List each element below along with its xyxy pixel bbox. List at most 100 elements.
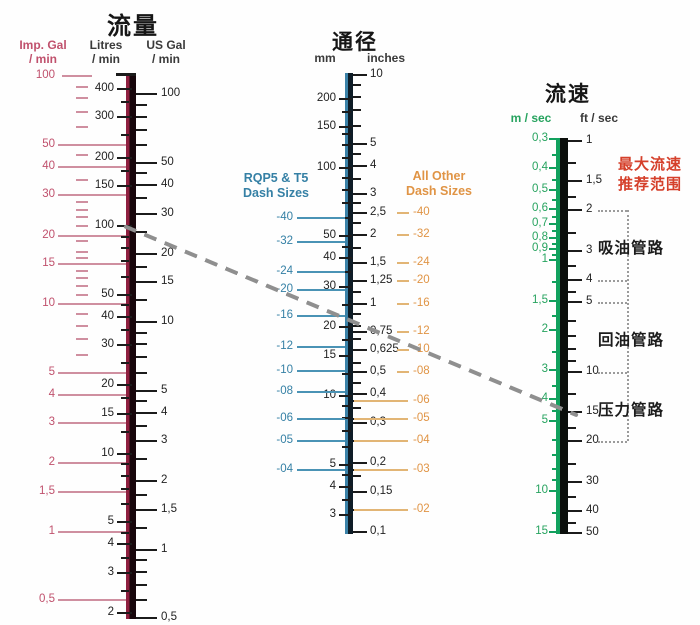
mm-minor-tick (342, 405, 351, 408)
note-line1: 最大流速 (617, 156, 682, 173)
inches-tick (353, 531, 367, 533)
litres-header-line1: Litres (89, 38, 123, 52)
m-sec-minor-tick (552, 215, 557, 218)
ft-sec-minor-tick (568, 426, 576, 429)
other-dash-size-line (354, 468, 408, 471)
imp-gal-line (58, 262, 126, 265)
m-sec-label: 0,5 (532, 183, 548, 196)
other-dash-size-label: -40 (413, 205, 430, 218)
m-sec-minor-tick (552, 281, 557, 284)
mm-minor-tick (342, 339, 351, 342)
imp-gal-minor-tick (76, 269, 88, 272)
bracket-stub (598, 371, 627, 374)
other-dash-size-line (354, 508, 408, 511)
rqp5-dash-size-label: -04 (276, 462, 293, 475)
imp-gal-minor-tick (76, 154, 88, 157)
other-dash-size-label: -04 (413, 434, 430, 447)
us-gal-minor-tick (136, 331, 147, 334)
litres-minor-tick (121, 463, 129, 466)
other-dash-size-label: -02 (413, 502, 430, 515)
us-gal-minor-tick (136, 103, 147, 106)
mm-minor-tick (342, 201, 351, 204)
ft-sec-minor-tick (568, 231, 576, 234)
mm-minor-tick (342, 430, 351, 433)
litres-tick (117, 384, 132, 387)
mm-label: 150 (316, 120, 336, 133)
other-dash-size-label: -05 (413, 411, 430, 424)
ft-sec-minor-tick (568, 265, 576, 268)
m-sec-minor-tick (552, 479, 557, 482)
imp-gal-label: 20 (42, 228, 55, 241)
imp-gal-minor-tick (76, 353, 88, 356)
litres-label: 3 (107, 565, 114, 578)
us-gal-minor-tick (136, 526, 147, 529)
ft-sec-minor-tick (568, 360, 576, 363)
m-sec-minor-tick (552, 199, 557, 202)
us-gal-label: 1 (161, 542, 168, 555)
us-gal-tick (136, 480, 157, 483)
litres-tick (117, 543, 132, 546)
ft-sec-tick (568, 532, 582, 535)
m-sec-tick (549, 530, 557, 533)
mm-tick (339, 395, 352, 397)
other-dash-size-line (397, 233, 409, 236)
rqp5-dash-size-label: -12 (276, 339, 293, 352)
other-dash-size-label: -20 (413, 274, 430, 287)
mm-tick (339, 285, 352, 288)
mm-minor-tick (342, 445, 351, 448)
m-sec-tick (549, 248, 557, 251)
inches-minor-tick (353, 312, 361, 315)
us-gal-tick (136, 212, 157, 215)
inches-minor-tick (353, 381, 361, 384)
inches-minor-tick (353, 124, 361, 127)
rqp5-dash-size-line (297, 217, 345, 220)
rqp5-dash-size-label: -06 (276, 412, 293, 425)
other-dash-size-label: -08 (413, 365, 430, 378)
us-gal-minor-tick (136, 458, 147, 461)
imp-gal-minor-tick (76, 85, 88, 88)
ft-sec-minor-tick (568, 319, 576, 322)
litres-minor-tick (121, 430, 129, 433)
litres-header: Litres / min (74, 38, 138, 66)
inches-tick (353, 142, 367, 145)
rqp5-label-line1: RQP5 & T5 (243, 171, 309, 185)
inches-label: 1,25 (370, 274, 393, 287)
litres-label: 400 (94, 82, 114, 94)
flow-bar-top-cap (116, 72, 136, 76)
us-gal-minor-tick (136, 197, 147, 200)
m-sec-minor-tick (552, 512, 557, 515)
other-dash-size-line (397, 302, 409, 305)
imp-gal-line (58, 490, 126, 493)
litres-label: 150 (94, 178, 114, 191)
litres-label: 2 (107, 605, 114, 618)
litres-minor-tick (121, 474, 129, 477)
us-gal-tick (136, 389, 157, 392)
inches-minor-tick (353, 84, 361, 87)
inches-tick (353, 490, 367, 493)
rqp5-dash-size-line (297, 391, 345, 394)
imp-gal-header-line2: / min (28, 52, 57, 66)
ft-sec-minor-tick (568, 195, 576, 198)
m-sec-header: m / sec (510, 111, 552, 125)
us-gal-label: 5 (161, 383, 168, 396)
ft-sec-label: 5 (586, 295, 593, 308)
litres-tick (117, 116, 132, 119)
inches-minor-tick (353, 406, 361, 409)
m-sec-label: 1,5 (532, 293, 548, 306)
mm-minor-tick (342, 217, 351, 220)
imp-gal-minor-tick (76, 208, 88, 211)
imp-gal-minor-tick (76, 325, 88, 328)
ft-sec-label: 20 (586, 434, 599, 447)
ft-sec-label: 10 (586, 364, 599, 377)
ft-sec-label: 30 (586, 475, 599, 488)
litres-minor-tick (121, 169, 129, 172)
imp-gal-minor-tick (76, 201, 88, 204)
mm-tick (339, 326, 352, 329)
rqp5-dash-size-label: -08 (276, 385, 293, 398)
ft-sec-minor-tick (568, 496, 576, 499)
inches-label: 1,5 (370, 256, 386, 269)
inches-tick (353, 262, 367, 265)
imp-gal-label: 50 (42, 137, 55, 150)
inches-tick (353, 280, 367, 283)
m-sec-tick (549, 138, 557, 141)
